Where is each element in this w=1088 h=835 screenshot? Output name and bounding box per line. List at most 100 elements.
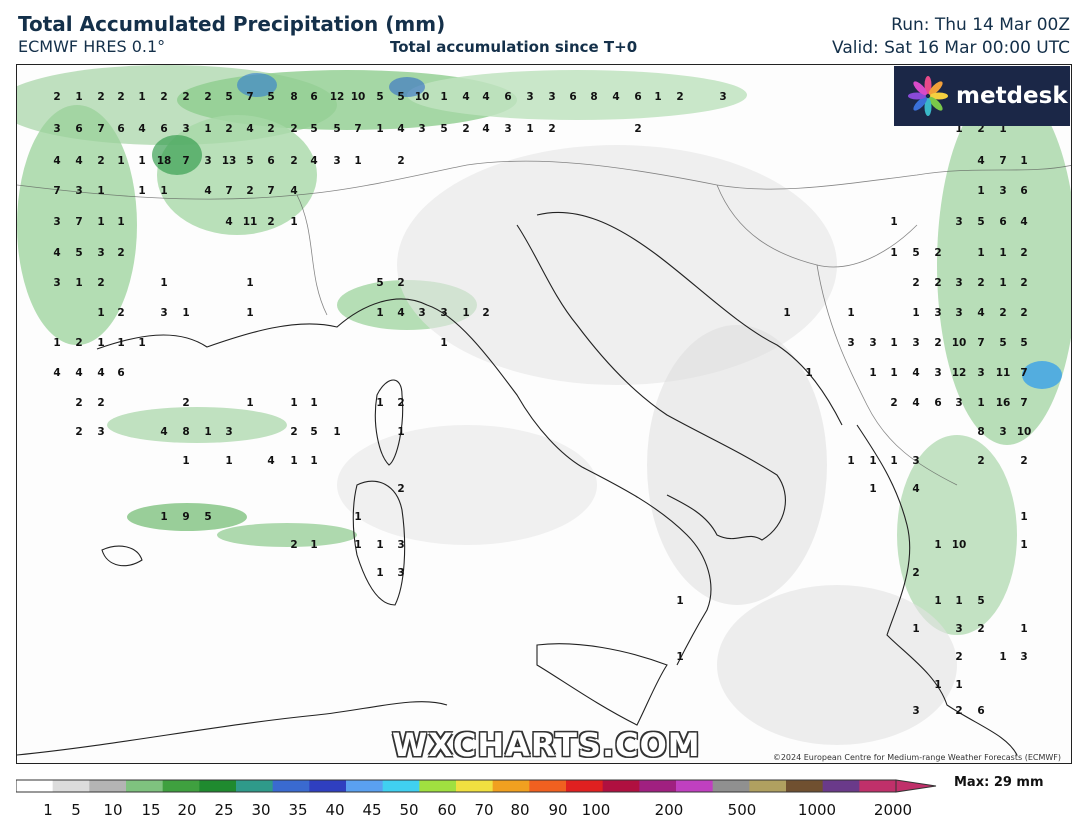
precip-value-label: 2: [1020, 455, 1028, 467]
precip-value-label: 3: [53, 277, 61, 289]
scale-swatch: [199, 780, 237, 792]
precip-value-label: 1: [955, 123, 963, 135]
precip-value-label: 6: [1020, 185, 1028, 197]
precip-value-label: 1: [890, 455, 898, 467]
precip-value-label: 4: [310, 155, 318, 167]
precip-value-label: 1: [934, 595, 942, 607]
scale-tick-label: 80: [510, 801, 530, 819]
logo-petal: [913, 81, 928, 96]
precip-value-label: 1: [397, 426, 405, 438]
precip-value-label: 3: [397, 539, 405, 551]
precip-value-label: 1: [310, 539, 318, 551]
logo-petal: [924, 98, 932, 116]
precip-value-label: 1: [138, 155, 146, 167]
precip-value-label: 9: [182, 511, 190, 523]
scale-tick-label: 50: [399, 801, 419, 819]
precip-value-label: 7: [75, 216, 83, 228]
precip-value-label: 5: [977, 216, 985, 228]
precip-value-label: 3: [869, 337, 877, 349]
precip-value-label: 2: [397, 483, 405, 495]
precip-value-label: 1: [182, 307, 190, 319]
scale-tick-label: 1000: [797, 801, 837, 819]
precip-value-label: 1: [999, 651, 1007, 663]
precip-value-label: 1: [376, 567, 384, 579]
scale-tick-label: 1: [43, 801, 53, 819]
precip-value-label: 4: [612, 91, 620, 103]
precip-value-label: 10: [414, 91, 430, 103]
precip-value-label: 10: [350, 91, 366, 103]
precip-value-label: 2: [246, 185, 254, 197]
scale-tick-label: 60: [437, 801, 457, 819]
scale-tick-label: 200: [654, 801, 684, 819]
precip-value-label: 1: [138, 337, 146, 349]
precip-value-label: 1: [376, 123, 384, 135]
precip-value-label: 2: [75, 397, 83, 409]
precip-value-label: 1: [225, 455, 233, 467]
scale-swatch: [529, 780, 567, 792]
precip-value-label: 1: [376, 539, 384, 551]
precip-value-label: 1: [999, 277, 1007, 289]
precip-value-label: 6: [999, 216, 1007, 228]
precip-value-label: 1: [977, 247, 985, 259]
precip-value-label: 8: [977, 426, 985, 438]
precip-value-label: 2: [97, 91, 105, 103]
scale-swatch: [456, 780, 494, 792]
precip-value-label: 2: [934, 277, 942, 289]
precip-value-label: 1: [1020, 155, 1028, 167]
precip-value-label: 2: [977, 123, 985, 135]
precip-value-label: 6: [569, 91, 577, 103]
precip-value-label: 6: [160, 123, 168, 135]
precip-value-label: 4: [912, 483, 920, 495]
precip-value-label: 1: [97, 307, 105, 319]
precip-value-label: 2: [912, 567, 920, 579]
precip-value-label: 5: [225, 91, 233, 103]
scale-swatch: [126, 780, 164, 792]
precip-value-label: 2: [397, 155, 405, 167]
logo-petal: [924, 76, 932, 94]
precip-value-label: 1: [1020, 511, 1028, 523]
precip-value-label: 2: [676, 91, 684, 103]
precip-value-label: 1: [310, 455, 318, 467]
precip-value-label: 12: [329, 91, 345, 103]
precip-value-label: 3: [204, 155, 212, 167]
precip-value-label: 10: [951, 337, 967, 349]
precip-value-label: 4: [53, 155, 61, 167]
precip-value-label: 1: [890, 216, 898, 228]
precip-value-label: 5: [977, 595, 985, 607]
precipitation-map[interactable]: 2 1 2 2 1 2 2 2 5 7 5 8 6 12 10 5 5 10 1 4 4 6 3 3 6 8 4 6 1 2 3 3 6 7 6 4 6…: [16, 64, 1072, 764]
logo-petal: [908, 92, 926, 100]
precip-value-label: 6: [977, 705, 985, 717]
precip-value-label: 7: [354, 123, 362, 135]
precip-value-label: 1: [890, 337, 898, 349]
precip-value-label: 1: [890, 367, 898, 379]
precip-value-label: 2: [267, 123, 275, 135]
logo-petal: [928, 81, 943, 96]
precip-value-label: 3: [999, 426, 1007, 438]
precip-value-label: 1: [440, 337, 448, 349]
precip-value-label: 2: [182, 397, 190, 409]
precip-value-label: 4: [397, 123, 405, 135]
precip-value-label: 3: [160, 307, 168, 319]
precip-value-label: 2: [977, 277, 985, 289]
precip-value-label: 7: [97, 123, 105, 135]
precip-value-label: 2: [634, 123, 642, 135]
precip-value-label: 2: [462, 123, 470, 135]
precip-value-label: 1: [869, 455, 877, 467]
precip-value-label: 1: [1020, 623, 1028, 635]
precip-value-label: 2: [548, 123, 556, 135]
precip-value-label: 1: [526, 123, 534, 135]
precip-value-label: 2: [204, 91, 212, 103]
precip-value-label: 2: [977, 623, 985, 635]
max-value-label: Max: 29 mm: [954, 775, 1044, 790]
chart-subtitle: Total accumulation since T+0: [390, 38, 638, 56]
scale-swatch: [162, 780, 200, 792]
precip-value-label: 1: [912, 623, 920, 635]
precip-value-label: 2: [160, 91, 168, 103]
precip-value-label: 3: [333, 155, 341, 167]
precip-value-label: 2: [225, 123, 233, 135]
precip-value-label: 4: [1020, 216, 1028, 228]
precip-value-label: 1: [97, 185, 105, 197]
precip-value-label: 3: [934, 367, 942, 379]
precip-value-label: 2: [1020, 247, 1028, 259]
color-scale-bar: [16, 779, 937, 793]
